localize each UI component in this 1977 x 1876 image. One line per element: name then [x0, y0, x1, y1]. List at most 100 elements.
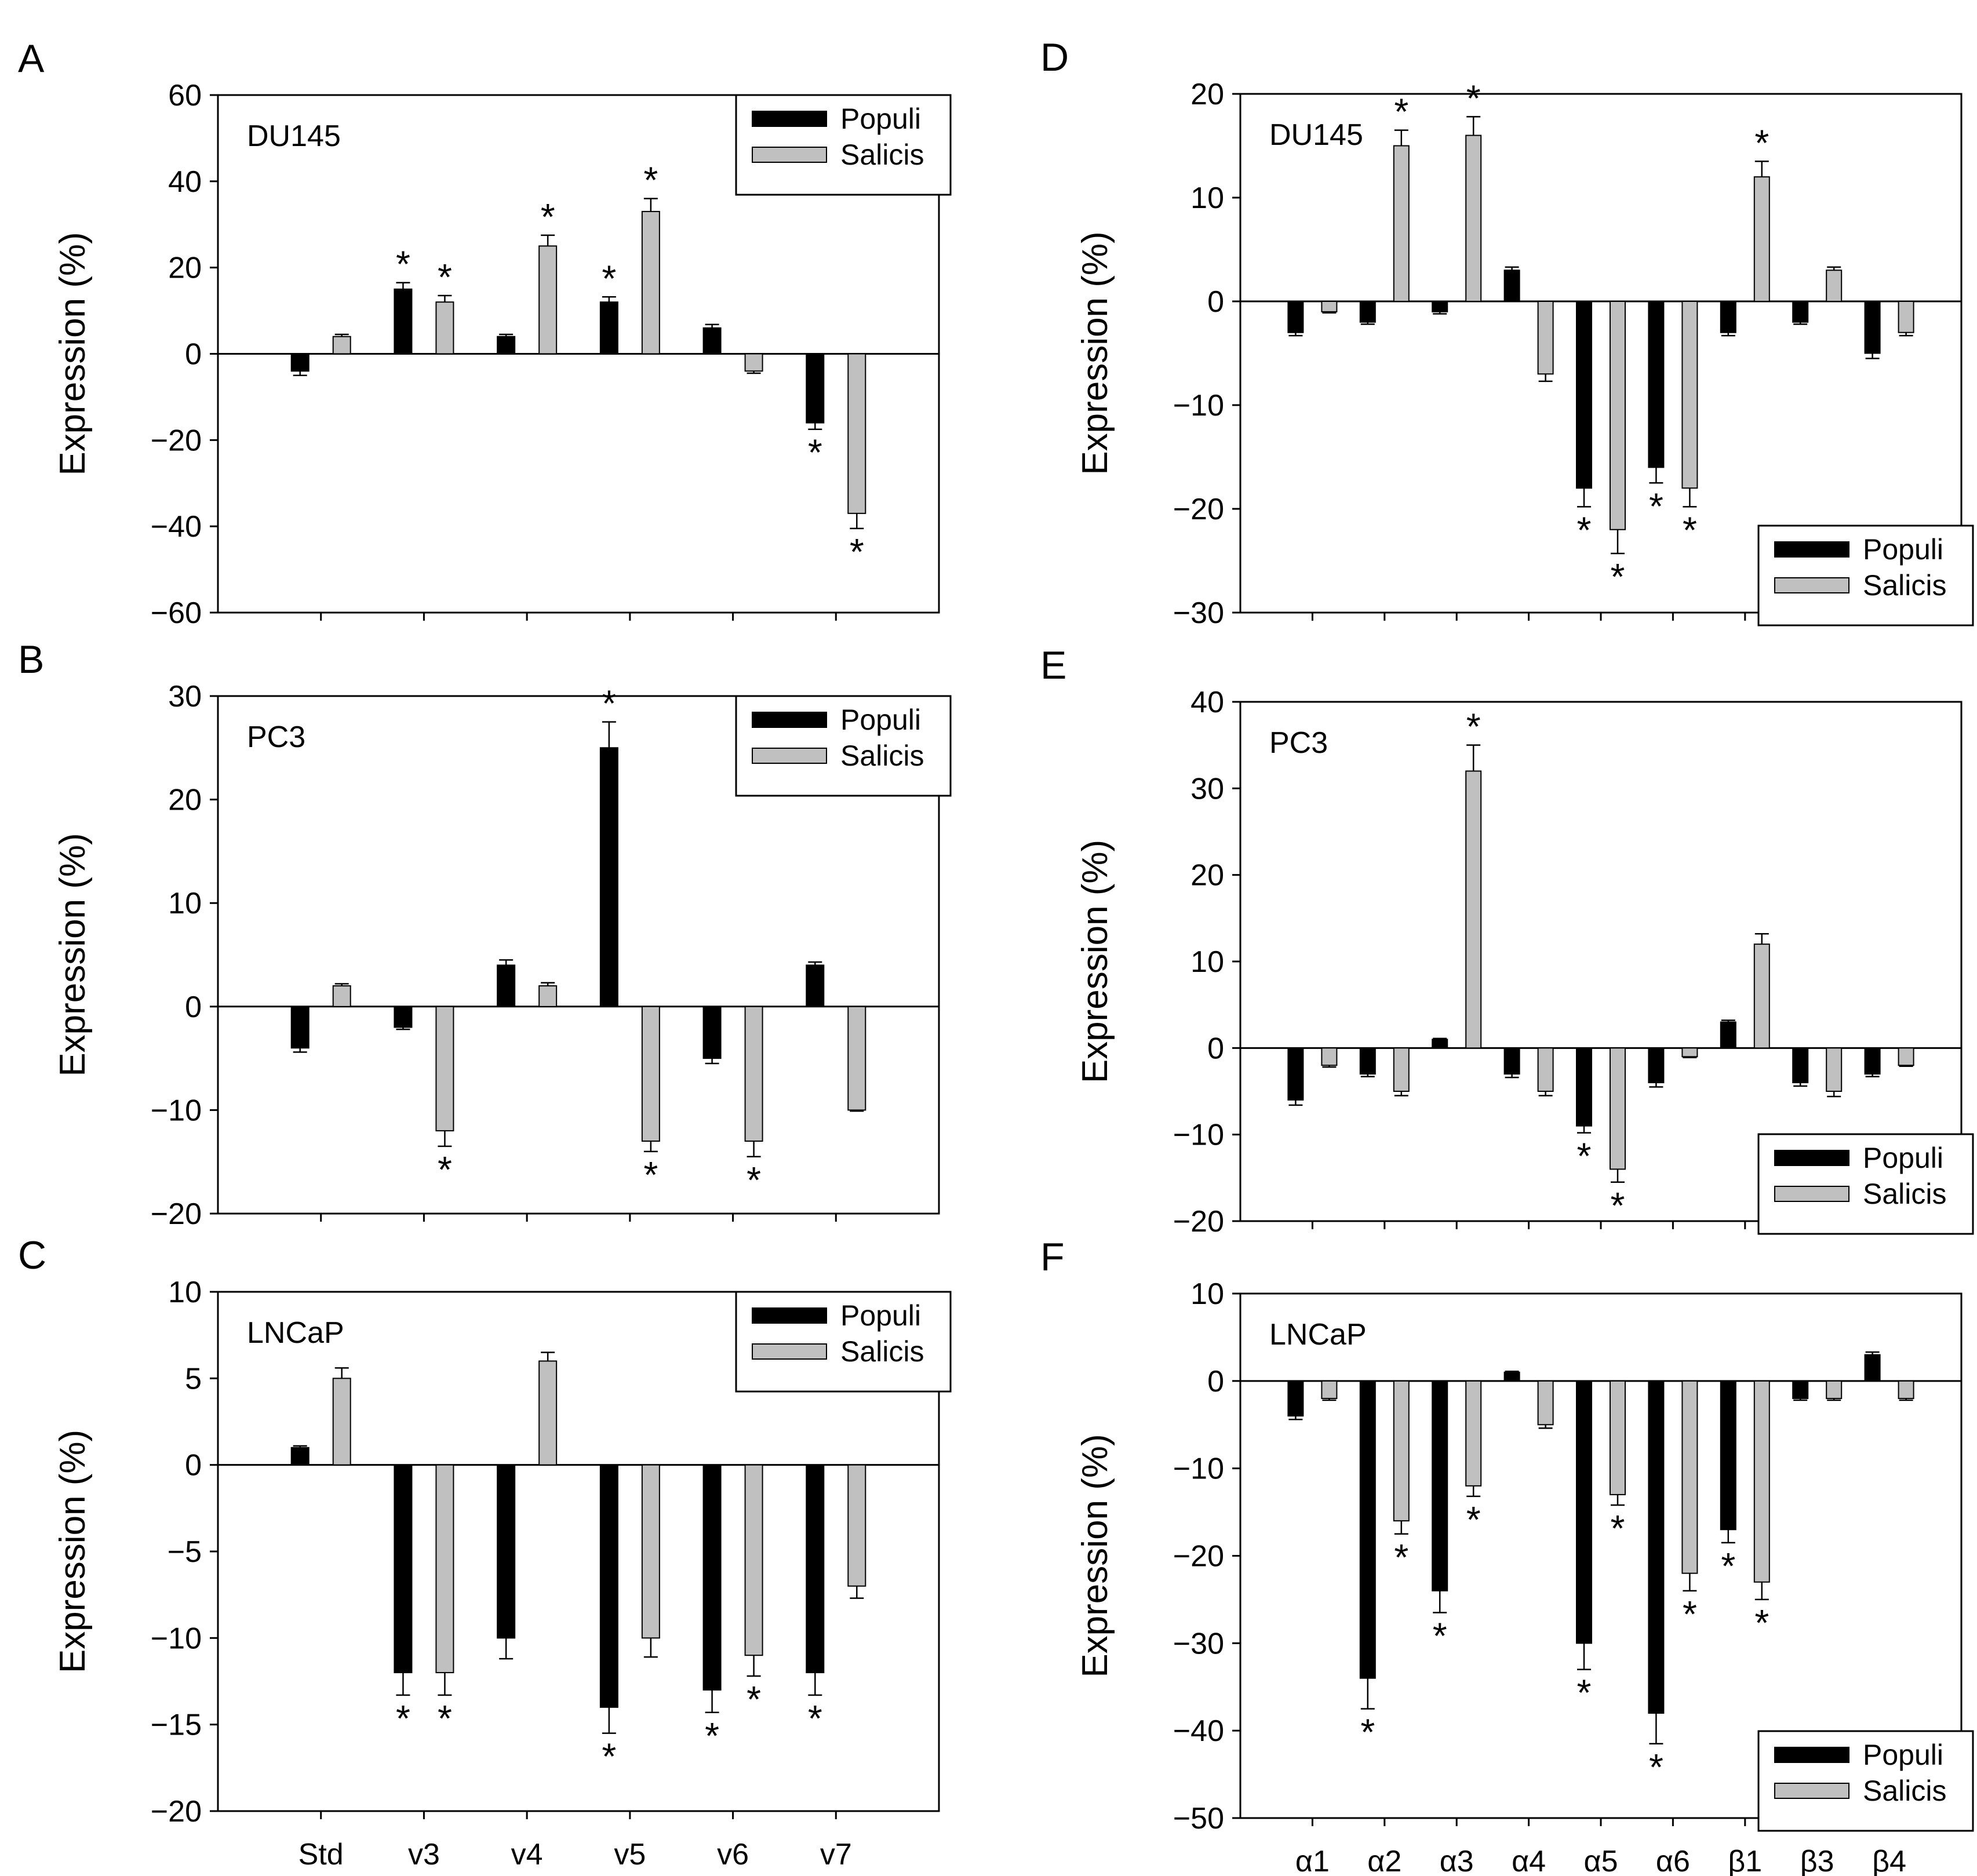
bar-salicis	[1393, 145, 1410, 302]
bar-salicis	[538, 245, 558, 355]
bar-populi	[1359, 301, 1376, 323]
bar-salicis	[1537, 1047, 1554, 1092]
legend-swatch-salicis	[1774, 1783, 1849, 1799]
y-axis-label: Expression (%)	[1075, 231, 1115, 475]
significance-star: *	[1649, 485, 1663, 527]
bar-populi	[599, 1464, 618, 1708]
significance-star: *	[643, 159, 658, 201]
y-tick-label: 20	[168, 784, 202, 817]
y-axis-label: Expression (%)	[53, 1430, 93, 1673]
bar-populi	[1287, 1380, 1304, 1417]
x-tick-label: β3	[1800, 1845, 1834, 1876]
bar-populi	[806, 1464, 825, 1674]
legend-label-salicis: Salicis	[840, 139, 924, 171]
significance-star: *	[602, 1736, 616, 1777]
y-axis-label: Expression (%)	[53, 833, 93, 1076]
cell-line-label: LNCaP	[247, 1316, 344, 1350]
bar-salicis	[1465, 134, 1482, 302]
significance-star: *	[1683, 509, 1697, 551]
bar-populi	[1792, 301, 1809, 323]
bar-salicis	[1465, 770, 1482, 1049]
bar-salicis	[1393, 1380, 1410, 1522]
significance-star: *	[643, 1154, 658, 1196]
y-tick-label: 60	[168, 79, 202, 112]
bar-populi	[1720, 1021, 1736, 1049]
significance-star: *	[1683, 1593, 1697, 1635]
bar-populi	[497, 1464, 516, 1639]
panel-d: D −30 −20 −10 0 10 20 Expression (%) DU145 * * * * * *…	[1040, 35, 1974, 630]
bar-populi	[394, 288, 413, 355]
bar-salicis	[435, 301, 454, 355]
y-tick-label: 0	[185, 1449, 202, 1482]
significance-star: *	[1577, 509, 1592, 551]
y-tick-label: −10	[1173, 1452, 1224, 1486]
y-tick-label: 20	[168, 252, 202, 285]
bar-salicis	[641, 1464, 660, 1639]
significance-star: *	[1466, 706, 1481, 748]
legend-swatch-populi	[752, 1307, 827, 1324]
y-tick-label: −40	[151, 510, 202, 544]
y-tick-label: −20	[1173, 1540, 1224, 1573]
legend-label-populi: Populi	[840, 704, 921, 736]
y-tick-label: −40	[1173, 1714, 1224, 1748]
legend-swatch-salicis	[1774, 577, 1849, 593]
y-tick-label: 0	[1207, 285, 1224, 319]
bar-populi	[806, 353, 825, 424]
significance-star: *	[438, 1149, 452, 1190]
significance-star: *	[1577, 1672, 1592, 1714]
y-tick-label: −20	[151, 1795, 202, 1828]
legend-swatch-populi	[752, 712, 827, 728]
y-tick-label: 0	[1207, 1032, 1224, 1065]
legend-label-populi: Populi	[840, 103, 921, 135]
x-tick-label: α1	[1295, 1845, 1330, 1876]
bar-salicis	[332, 336, 351, 355]
bar-populi	[290, 353, 310, 372]
significance-star: *	[438, 1697, 452, 1739]
y-tick-label: 10	[1190, 1277, 1224, 1311]
bar-salicis	[641, 1006, 660, 1142]
significance-star: *	[1754, 1602, 1769, 1644]
bar-salicis	[847, 353, 866, 514]
significance-star: *	[1360, 1711, 1375, 1753]
bar-salicis	[332, 985, 351, 1007]
y-tick-label: −10	[151, 1622, 202, 1655]
x-tick-label: v7	[820, 1838, 852, 1871]
y-tick-label: 10	[1190, 945, 1224, 979]
significance-star: *	[541, 196, 555, 238]
legend-label-salicis: Salicis	[840, 740, 924, 772]
bar-populi	[1648, 301, 1665, 468]
significance-star: *	[1577, 1135, 1592, 1177]
cell-line-label: PC3	[1269, 726, 1328, 760]
bar-salicis	[1610, 301, 1626, 530]
bar-populi	[1864, 301, 1881, 354]
bar-populi	[806, 964, 825, 1007]
bar-salicis	[1393, 1047, 1410, 1092]
panel-letter: B	[18, 638, 44, 682]
significance-star: *	[747, 1159, 761, 1201]
bar-salicis	[1826, 1380, 1843, 1399]
bar-populi	[394, 1006, 413, 1028]
bar-populi	[1720, 301, 1736, 333]
bar-populi	[1503, 1047, 1520, 1075]
x-tick-label: β1	[1728, 1845, 1762, 1876]
panel-letter: F	[1040, 1235, 1065, 1279]
y-tick-label: 20	[1190, 859, 1224, 893]
significance-star: *	[1611, 1185, 1625, 1226]
bar-populi	[1648, 1380, 1665, 1714]
significance-star: *	[808, 432, 822, 473]
x-tick-label: α5	[1584, 1845, 1618, 1876]
bar-populi	[1576, 1380, 1592, 1644]
y-tick-label: 0	[1207, 1365, 1224, 1398]
y-tick-label: −20	[151, 424, 202, 457]
bar-populi	[1792, 1380, 1809, 1399]
x-tick-label: β4	[1872, 1845, 1906, 1876]
bar-populi	[1864, 1354, 1881, 1382]
bar-populi	[1576, 301, 1592, 489]
legend-label-salicis: Salicis	[1863, 1775, 1946, 1807]
significance-star: *	[1394, 1536, 1408, 1578]
bar-populi	[1287, 301, 1304, 333]
x-tick-label: α6	[1656, 1845, 1690, 1876]
y-axis-label: Expression (%)	[1075, 1434, 1115, 1677]
legend-swatch-salicis	[1774, 1186, 1849, 1202]
